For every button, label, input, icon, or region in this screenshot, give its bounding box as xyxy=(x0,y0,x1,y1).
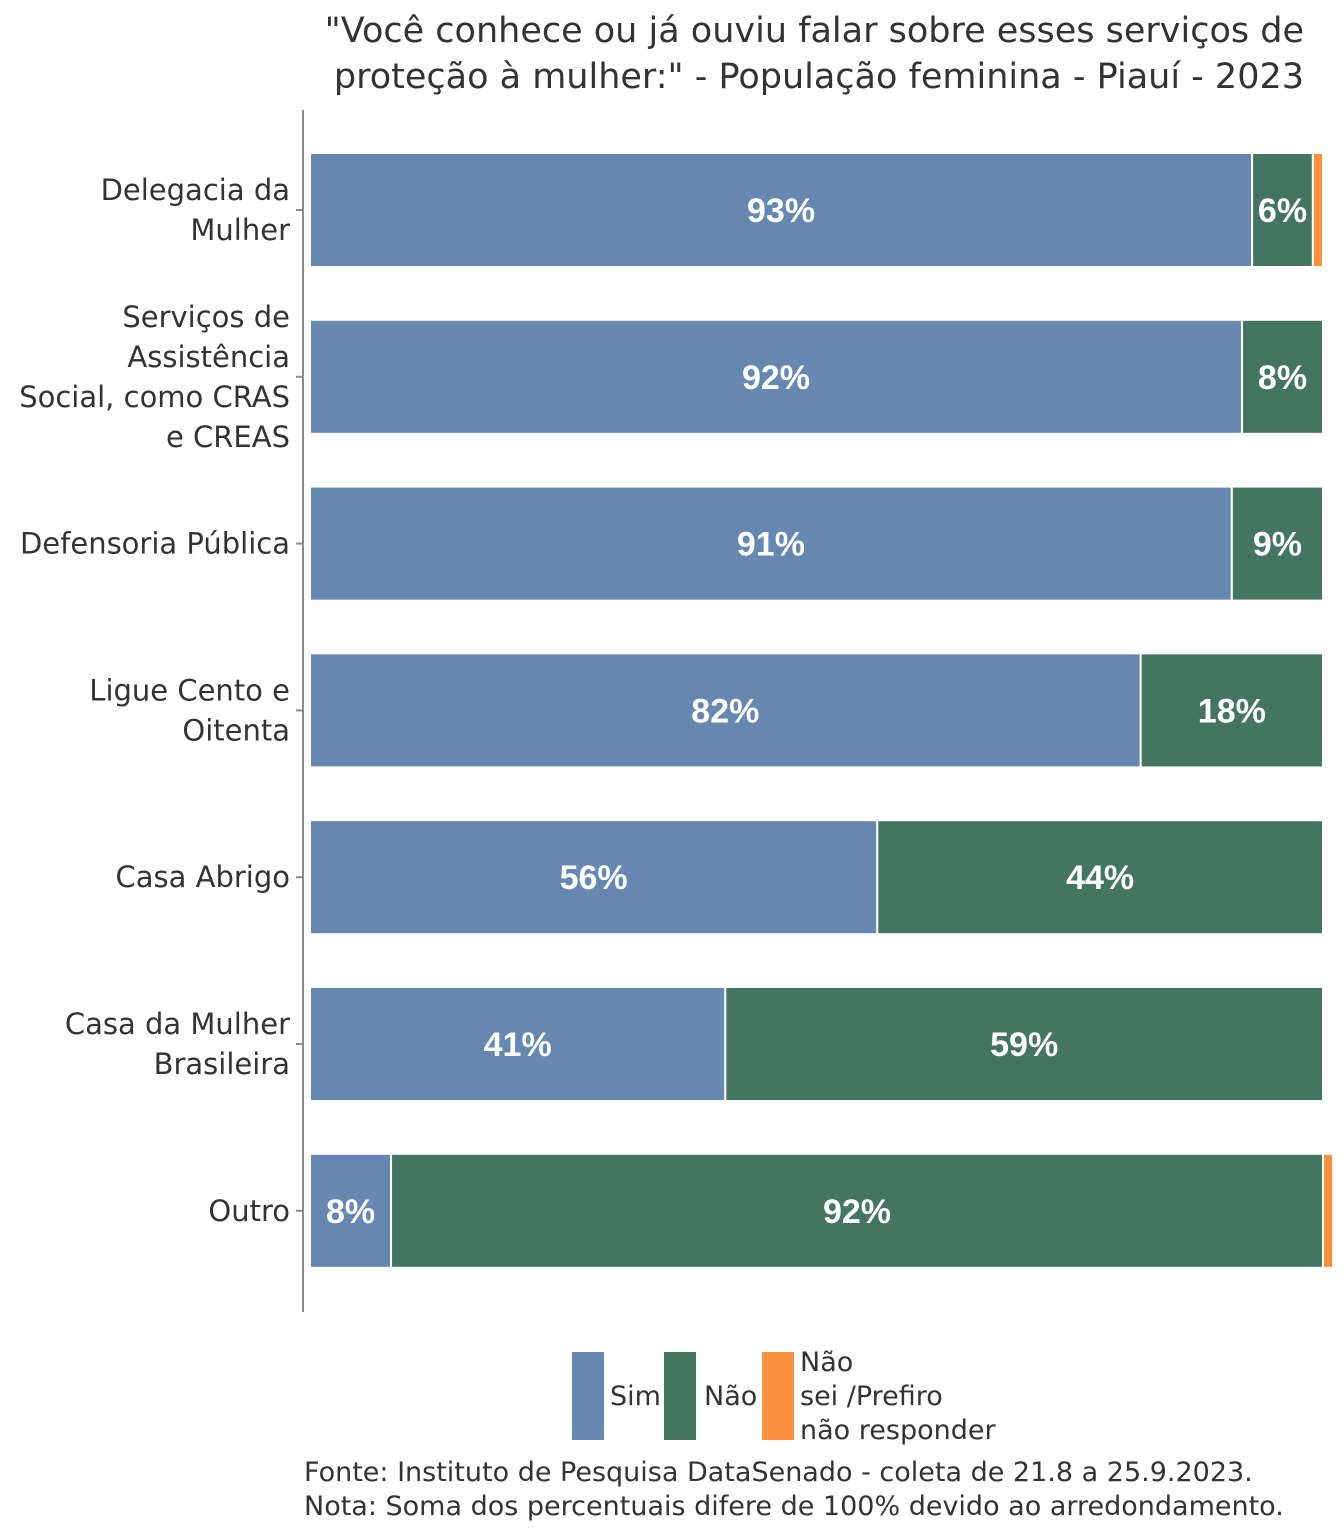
value-label-nao-5: 59% xyxy=(990,1026,1058,1064)
chart-title: "Você conhece ou já ouviu falar sobre es… xyxy=(300,8,1304,100)
category-label-0: Delegacia da Mulher xyxy=(101,173,290,247)
title-line-2: proteção à mulher:" - População feminina… xyxy=(333,57,1304,97)
legend-swatch-nao xyxy=(664,1352,696,1440)
legend-label-sim: Sim xyxy=(610,1381,661,1412)
value-label-sim-4: 56% xyxy=(560,859,628,897)
value-label-nao-1: 8% xyxy=(1258,359,1307,397)
category-label-2: Defensoria Pública xyxy=(20,527,290,561)
value-label-sim-5: 41% xyxy=(484,1026,552,1064)
footer: Fonte: Instituto de Pesquisa DataSenado … xyxy=(304,1456,1284,1524)
value-label-sim-2: 91% xyxy=(737,526,805,564)
value-label-nao-2: 9% xyxy=(1253,526,1302,564)
bar-sim-6 xyxy=(309,1152,393,1269)
title-line-1: "Você conhece ou já ouviu falar sobre es… xyxy=(324,11,1304,51)
bar-sim-2 xyxy=(309,485,1233,602)
value-label-nao-6: 92% xyxy=(823,1193,891,1231)
bar-nao-6 xyxy=(390,1152,1325,1269)
bar-nao-sei-prefiro-nao-responder-0 xyxy=(1311,152,1324,268)
value-label-sim-6: 8% xyxy=(326,1193,375,1231)
bar-sim-4 xyxy=(309,819,879,936)
category-label-4: Casa Abrigo xyxy=(116,860,291,894)
value-label-nao-4: 44% xyxy=(1066,859,1134,897)
bar-nao-0 xyxy=(1251,152,1314,268)
bar-nao-4 xyxy=(876,819,1325,936)
bar-nao-2 xyxy=(1230,485,1324,602)
legend-swatch-sim xyxy=(572,1352,604,1440)
legend-label-nao: Não xyxy=(704,1381,758,1412)
stacked-bar-chart: 93% 6% Delegacia da Mulher 92% 8% Serviços de A… xyxy=(19,110,1335,1312)
rounding-note: Nota: Soma dos percentuais difere de 100… xyxy=(304,1491,1284,1522)
category-label-6: Outro xyxy=(208,1194,290,1228)
source-note: Fonte: Instituto de Pesquisa DataSenado … xyxy=(304,1457,1253,1488)
bar-sim-5 xyxy=(309,986,727,1102)
bar-nao-3 xyxy=(1139,652,1325,769)
value-label-sim-3: 82% xyxy=(691,692,759,730)
category-label-5: Casa da Mulher Brasileira xyxy=(65,1007,290,1081)
bar-nao-1 xyxy=(1240,318,1324,435)
bar-nao-sei-prefiro-nao-responder-6 xyxy=(1322,1152,1335,1269)
legend-label-nao-sei: Não sei /Prefiro não responder xyxy=(800,1347,996,1446)
value-label-sim-0: 93% xyxy=(747,192,815,230)
value-label-nao-3: 18% xyxy=(1198,692,1266,730)
bar-nao-5 xyxy=(724,986,1324,1102)
category-label-3: Ligue Cento e Oitenta xyxy=(89,673,290,747)
bar-sim-1 xyxy=(309,318,1243,435)
value-label-nao-0: 6% xyxy=(1258,192,1307,230)
value-label-sim-1: 92% xyxy=(742,359,810,397)
category-label-1: Serviços de Assistência Social, como CRAS e… xyxy=(19,300,290,454)
bar-sim-3 xyxy=(309,652,1142,769)
bar-sim-0 xyxy=(309,152,1254,268)
legend-swatch-nao-sei xyxy=(762,1352,794,1440)
